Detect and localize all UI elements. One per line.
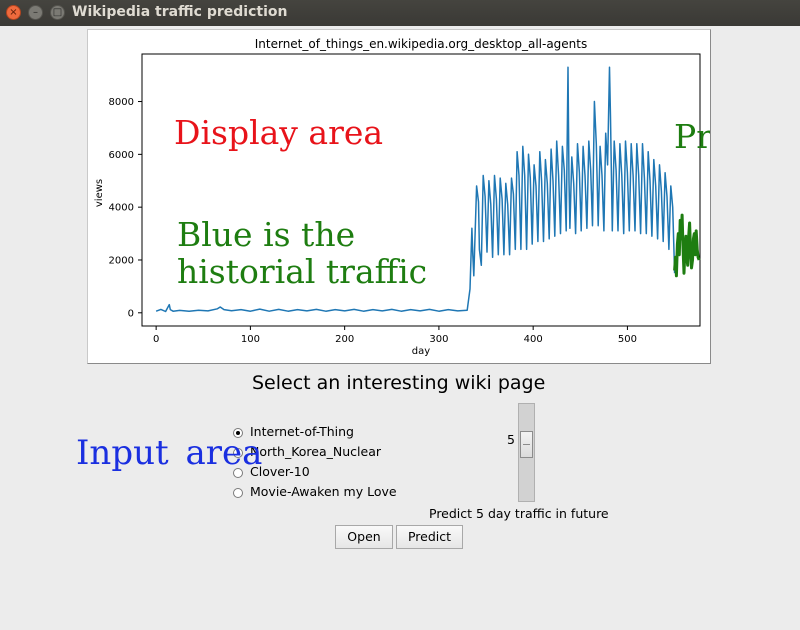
x-axis-label: day bbox=[412, 346, 430, 357]
radio-button[interactable] bbox=[233, 468, 243, 478]
x-tick-label: 400 bbox=[524, 334, 543, 345]
traffic-chart: Internet_of_things_en.wikipedia.org_desk… bbox=[94, 37, 710, 357]
select-page-heading: Select an interesting wiki page bbox=[252, 372, 546, 394]
input-area-annotation: Input area bbox=[76, 433, 263, 473]
radio-button-selected[interactable] bbox=[233, 428, 243, 438]
radio-button[interactable] bbox=[233, 488, 243, 498]
window-title: Wikipedia traffic prediction bbox=[72, 4, 288, 20]
slider-handle[interactable] bbox=[520, 430, 533, 458]
prediction-days-slider[interactable] bbox=[518, 403, 535, 502]
blue-history-annotation-line1: Blue is the bbox=[177, 215, 355, 254]
chart-title: Internet_of_things_en.wikipedia.org_desk… bbox=[255, 37, 588, 51]
radio-button[interactable] bbox=[233, 448, 243, 458]
predict-annotation: Predict bbox=[674, 117, 710, 156]
y-tick-label: 8000 bbox=[109, 97, 134, 108]
open-button[interactable]: Open bbox=[335, 525, 393, 549]
blue-history-annotation-line2: historial traffic bbox=[177, 252, 427, 291]
x-tick-label: 200 bbox=[335, 334, 354, 345]
slider-value-label: 5 bbox=[507, 432, 515, 447]
history-series-line bbox=[155, 66, 676, 313]
plot-axes-box bbox=[141, 53, 701, 327]
x-tick-label: 500 bbox=[618, 334, 637, 345]
y-tick-label: 0 bbox=[128, 308, 134, 319]
y-tick-label: 2000 bbox=[109, 255, 134, 266]
radio-label: Internet-of-Thing bbox=[250, 424, 354, 439]
predict-button[interactable]: Predict bbox=[396, 525, 463, 549]
radio-label: North_Korea_Nuclear bbox=[250, 444, 382, 459]
close-window-button[interactable]: × bbox=[6, 5, 21, 20]
y-tick-label: 4000 bbox=[109, 203, 134, 214]
radio-label: Movie-Awaken my Love bbox=[250, 484, 397, 499]
minimize-window-button[interactable]: – bbox=[28, 5, 43, 20]
y-axis-label: views bbox=[94, 179, 105, 207]
prediction-series-line bbox=[673, 213, 701, 278]
y-tick-label: 6000 bbox=[109, 150, 134, 161]
plot-canvas: Internet_of_things_en.wikipedia.org_desk… bbox=[87, 29, 711, 364]
display-area-annotation: Display area bbox=[174, 113, 383, 152]
radio-label: Clover-10 bbox=[250, 464, 310, 479]
slider-caption: Predict 5 day traffic in future bbox=[429, 506, 609, 521]
x-tick-label: 0 bbox=[153, 334, 159, 345]
maximize-window-button[interactable]: □ bbox=[50, 5, 65, 20]
x-tick-label: 300 bbox=[429, 334, 448, 345]
window-titlebar: × – □ Wikipedia traffic prediction bbox=[0, 0, 800, 26]
x-tick-label: 100 bbox=[241, 334, 260, 345]
